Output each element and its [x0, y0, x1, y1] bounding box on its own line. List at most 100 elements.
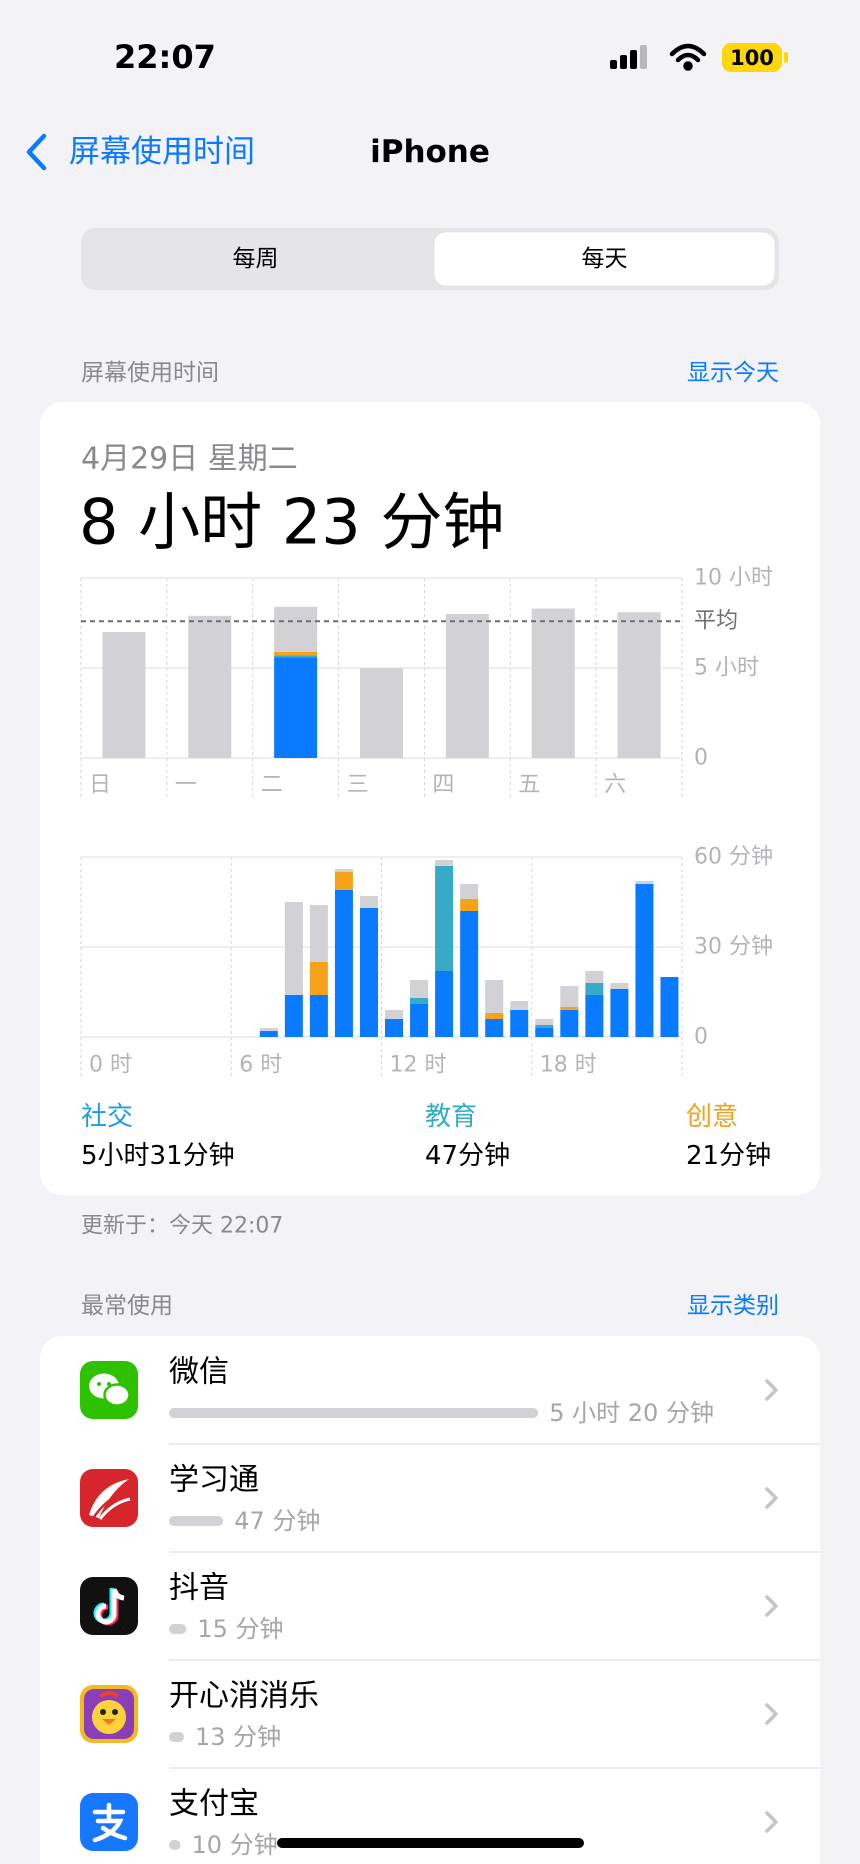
icon-shape: [107, 1382, 111, 1386]
app-row[interactable]: 抖音 15 分钟: [80, 1571, 820, 1661]
app-row[interactable]: 开心消消乐 13 分钟: [80, 1679, 820, 1769]
bar-segment: [460, 884, 479, 899]
category-time: 47分钟: [425, 1141, 510, 1171]
bar-segment: [410, 980, 429, 998]
app-name: 抖音: [169, 1571, 229, 1606]
bar-segment: [359, 908, 378, 1037]
section-header: 屏幕使用时间: [81, 360, 219, 386]
x-tick-label: 五: [518, 773, 540, 798]
app-row[interactable]: 学习通 47 分钟: [80, 1463, 820, 1553]
app-icon: [80, 1577, 138, 1635]
segments: 每周 每天: [233, 231, 776, 287]
bar-segment: [485, 1019, 504, 1037]
bar-segment: [535, 1019, 554, 1025]
category-name: 创意: [686, 1102, 738, 1132]
icon-shape: [95, 1588, 125, 1625]
icon-shape: [89, 1479, 129, 1518]
usage-time: 5 小时 20 分钟: [549, 1399, 714, 1427]
y-tick-label: 60 分钟: [694, 845, 773, 870]
category-name: 教育: [425, 1102, 477, 1132]
x-tick-label: 18 时: [540, 1053, 597, 1078]
x-tick-label: 二: [261, 773, 283, 798]
usage-time: 10 分钟: [192, 1831, 278, 1859]
y-tick-label: 0: [694, 1025, 708, 1050]
y-tick-label: 30 分钟: [694, 935, 773, 960]
back-button[interactable]: 屏幕使用时间: [26, 133, 255, 171]
icon-shape: [97, 1382, 101, 1386]
icon-shape: [80, 1577, 138, 1635]
bar-segment: [560, 1010, 579, 1037]
bar-segment: [435, 860, 454, 866]
usage-bar: [169, 1624, 187, 1634]
bar-segment: [274, 606, 318, 652]
wifi-dot: [683, 61, 693, 71]
status-time: 22:07: [114, 38, 216, 76]
back-label[interactable]: 屏幕使用时间: [69, 134, 255, 170]
bar-segment: [460, 911, 479, 1037]
bar-segment: [334, 869, 353, 872]
bar-segment: [385, 1010, 404, 1019]
updated-label: 更新于：今天 22:07: [81, 1214, 283, 1239]
row-chevron: [765, 1811, 778, 1833]
bar-segment: [259, 1031, 278, 1037]
back-chevron: [26, 133, 47, 171]
section-header: 最常使用: [81, 1293, 173, 1319]
bar-segment: [535, 1025, 554, 1028]
usage-bar: [169, 1516, 224, 1526]
segment-label[interactable]: 每天: [582, 246, 628, 272]
icon-shape: [92, 1489, 127, 1518]
icon-shape: [100, 1709, 106, 1715]
bar-segment: [535, 1028, 554, 1037]
bar-segment: [274, 655, 318, 658]
section-action[interactable]: 显示今天: [687, 360, 779, 386]
bar-segment: [510, 1010, 529, 1037]
row-chevron: [765, 1379, 778, 1401]
icon-shape: [112, 1709, 118, 1715]
app-row[interactable]: 微信 5 小时 20 分钟: [80, 1355, 820, 1445]
row-chevron: [765, 1595, 778, 1617]
bar-segment: [635, 884, 654, 1037]
signal-bar: [630, 50, 637, 69]
bar-segment: [274, 651, 318, 656]
category-name: 社交: [81, 1102, 133, 1132]
x-tick-label: 日: [89, 773, 111, 798]
bar-segment: [531, 608, 575, 758]
x-tick-label: 0 时: [89, 1053, 132, 1078]
usage-time: 13 分钟: [195, 1723, 281, 1751]
app-row[interactable]: 支付宝 10 分钟: [80, 1787, 778, 1860]
bar-segment: [309, 905, 328, 962]
app-name: 开心消消乐: [169, 1679, 319, 1714]
bar-segment: [360, 668, 403, 758]
app-name: 微信: [169, 1355, 229, 1390]
category-summary: 社交 5小时31分钟 教育 47分钟 创意 21分钟: [81, 1102, 771, 1171]
y-tick-label: 10 小时: [694, 566, 773, 591]
usage-bar: [169, 1408, 539, 1418]
wifi-arc: [675, 52, 701, 63]
bar-segment: [188, 615, 232, 758]
icon-shape: [102, 1719, 116, 1725]
x-tick-label: 一: [175, 773, 197, 798]
bar-segment: [309, 962, 328, 995]
category-time: 5小时31分钟: [81, 1141, 235, 1171]
category-time: 21分钟: [686, 1141, 771, 1171]
bar-segment: [385, 1019, 404, 1037]
usage-bar: [169, 1732, 185, 1742]
x-tick-label: 三: [347, 773, 369, 798]
y-tick-label: 5 小时: [694, 656, 759, 681]
battery-cap: [784, 52, 788, 63]
bar-segment: [274, 657, 318, 758]
section-action[interactable]: 显示类别: [687, 1293, 779, 1319]
signal-icon: [610, 45, 647, 69]
bar-segment: [435, 866, 454, 971]
x-tick-label: 12 时: [390, 1053, 447, 1078]
bar-segment: [485, 1013, 504, 1019]
average-label: 平均: [694, 609, 738, 634]
segment-label[interactable]: 每周: [233, 246, 279, 272]
segment-selected[interactable]: [433, 231, 776, 287]
bar-segment: [460, 899, 479, 911]
app-icon: [80, 1685, 138, 1743]
bar-segment: [560, 986, 579, 1007]
app-icon: [80, 1469, 138, 1527]
bar-segment: [359, 896, 378, 908]
